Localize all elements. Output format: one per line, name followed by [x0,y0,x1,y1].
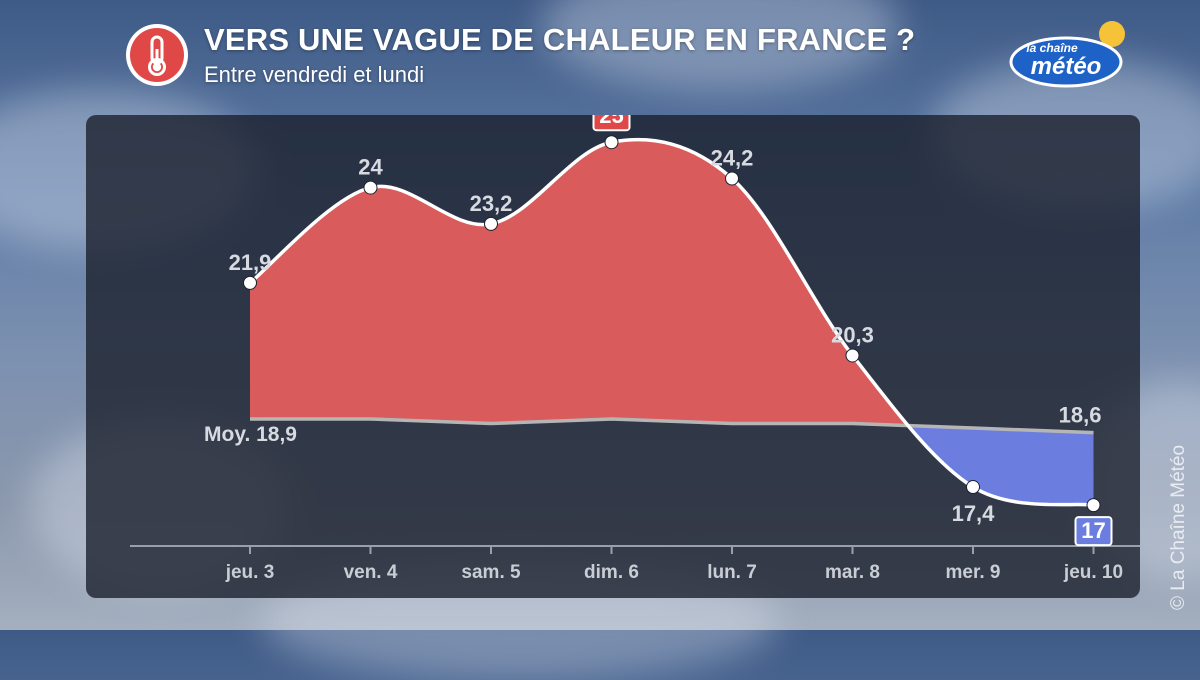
data-label: 20,3 [831,322,874,347]
temperature-point [363,180,378,195]
x-tick-label: mer. 9 [946,562,1001,583]
copyright-text: © La Chaîne Météo [1168,444,1189,610]
normal-end-label: 18,6 [1059,403,1102,428]
temperature-point [845,348,860,363]
x-tick-label: jeu. 3 [225,562,275,583]
x-tick-label: lun. 7 [707,562,757,583]
x-tick-label: ven. 4 [344,562,398,583]
x-tick-label: mar. 8 [825,562,880,583]
temperature-chart: jeu. 3 ven. 4 sam. 5 dim. 6 lun. 7 mar. 8 mer.… [130,115,1140,583]
data-label: 24,2 [711,146,754,171]
data-label: 21,9 [229,250,272,275]
temperature-point [1086,498,1101,513]
temperature-point [604,135,619,150]
temperature-point [484,216,498,231]
temperature-point [725,171,739,186]
temperature-point [966,480,980,495]
x-tick-label: dim. 6 [584,562,639,583]
data-label: 24 [358,155,383,180]
area-above-normal [250,139,1094,433]
x-tick-label: jeu. 10 [1063,562,1123,583]
min-value-badge [1074,516,1113,547]
la-chaine-meteo-logo: la chaîne météo [1009,21,1125,88]
normal-start-label: Moy. 18,9 [204,423,297,446]
page-title: VERS UNE VAGUE DE CHALEUR EN FRANCE ? [204,22,916,57]
data-label: 23,2 [470,191,513,216]
normal-line [250,417,1094,435]
data-label: 25 [599,115,623,128]
thermometer-icon [148,35,166,76]
temperature-line [248,137,1094,507]
logo-text-large: météo [1031,53,1102,80]
temperature-point [243,275,257,290]
logo-text-small: la chaîne [1026,41,1078,55]
x-tick-label: sam. 5 [461,562,521,583]
thermometer-badge [126,24,188,86]
data-label: 17 [1081,518,1105,543]
max-value-badge [592,115,631,132]
data-label: 17,4 [952,501,996,526]
page-subtitle: Entre vendredi et lundi [204,62,425,87]
chart-panel: jeu. 3 ven. 4 sam. 5 dim. 6 lun. 7 mar. 8 mer.… [86,115,1140,598]
